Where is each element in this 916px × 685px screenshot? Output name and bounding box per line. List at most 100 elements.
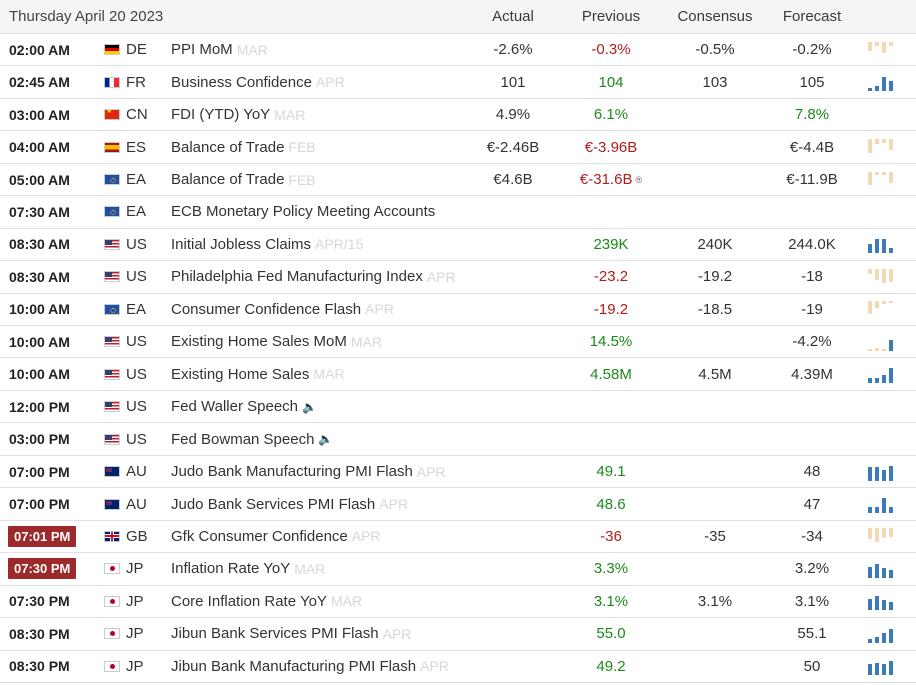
event-name-link[interactable]: Fed Bowman Speech (171, 430, 315, 448)
calendar-row[interactable]: 07:00 PM AU Judo Bank Manufacturing PMI Fl… (0, 456, 916, 489)
calendar-row[interactable]: 03:00 PM US Fed Bowman Speech 🔈 (0, 423, 916, 456)
calendar-row[interactable]: 07:30 PM JP Inflation Rate YoY MAR 3.3% 3.2% (0, 553, 916, 586)
calendar-row[interactable]: 02:00 AM DE PPI MoM MAR -2.6% -0.3% -0.5% -0.2% (0, 34, 916, 67)
event-name-link[interactable]: Philadelphia Fed Manufacturing Index (171, 268, 423, 286)
calendar-row[interactable]: 04:00 AM ES Balance of Trade FEB €-2.46B €-3.… (0, 131, 916, 164)
revised-icon: ® (635, 174, 643, 185)
sparkline-cell[interactable] (868, 131, 898, 162)
sparkline-chart[interactable] (868, 656, 898, 676)
event-name-link[interactable]: Consumer Confidence Flash (171, 300, 362, 318)
calendar-row[interactable]: 07:30 AM EA ECB Monetary Policy Meeting Ac… (0, 196, 916, 229)
sparkline-chart[interactable] (868, 624, 898, 644)
sparkline-cell[interactable] (868, 586, 898, 617)
sparkline-chart[interactable] (868, 170, 898, 190)
sparkline-cell[interactable] (868, 521, 898, 552)
country-code: JP (126, 657, 144, 675)
event-name-link[interactable]: Existing Home Sales (171, 365, 310, 383)
sparkline-chart[interactable] (868, 234, 898, 254)
sparkline-chart[interactable] (868, 559, 898, 579)
event-name-link[interactable]: Jibun Bank Manufacturing PMI Flash (171, 657, 417, 675)
header-previous[interactable]: Previous (581, 8, 641, 25)
sparkline-chart[interactable] (868, 494, 898, 514)
event-name-link[interactable]: Existing Home Sales MoM (171, 333, 347, 351)
sparkline-chart[interactable] (868, 526, 898, 546)
sparkline-cell[interactable] (868, 261, 898, 292)
calendar-row[interactable]: 08:30 AM US Initial Jobless Claims APR/15 23… (0, 229, 916, 262)
event-name-link[interactable]: Balance of Trade (171, 138, 285, 156)
sparkline-cell[interactable] (868, 99, 898, 130)
calendar-row[interactable]: 08:30 AM US Philadelphia Fed Manufacturing… (0, 261, 916, 294)
sparkline-cell[interactable] (868, 391, 898, 422)
event-name-link[interactable]: Balance of Trade (171, 171, 285, 189)
event-name-link[interactable]: Business Confidence (171, 73, 312, 91)
country-code: FR (126, 73, 146, 91)
calendar-row[interactable]: 10:00 AM EA Consumer Confidence Flash APR -1… (0, 294, 916, 327)
sparkline-cell[interactable] (868, 359, 898, 390)
reference-period: APR (426, 268, 456, 285)
event-name-link[interactable]: Gfk Consumer Confidence (171, 527, 348, 545)
sparkline-cell[interactable] (868, 553, 898, 584)
sparkline-chart[interactable] (868, 364, 898, 384)
event-cell: Balance of Trade FEB (171, 164, 316, 195)
sparkline-chart[interactable] (868, 299, 898, 319)
calendar-row[interactable]: 07:30 PM JP Core Inflation Rate YoY MAR 3.1%… (0, 586, 916, 619)
calendar-row[interactable]: 07:01 PM GB Gfk Consumer Confidence APR -36 -… (0, 521, 916, 554)
sparkline-cell[interactable] (868, 423, 898, 454)
sparkline-chart[interactable] (868, 40, 898, 60)
sparkline-chart[interactable] (868, 267, 898, 287)
previous-value-cell: 6.1% (570, 99, 652, 130)
event-cell: Inflation Rate YoY MAR (171, 553, 325, 584)
sparkline-cell[interactable] (868, 164, 898, 195)
event-name-link[interactable]: FDI (YTD) YoY (171, 106, 271, 124)
sparkline-cell[interactable] (868, 66, 898, 97)
calendar-row[interactable]: 08:30 PM JP Jibun Bank Manufacturing PMI F… (0, 651, 916, 683)
calendar-row[interactable]: 10:00 AM US Existing Home Sales MoM MAR 14.5… (0, 326, 916, 359)
event-name-link[interactable]: Judo Bank Manufacturing PMI Flash (171, 463, 413, 481)
sparkline-bar (889, 507, 893, 514)
event-time: 03:00 PM (9, 423, 70, 454)
sparkline-cell[interactable] (868, 618, 898, 649)
header-consensus[interactable]: Consensus (677, 8, 753, 25)
sparkline-cell[interactable] (868, 488, 898, 519)
calendar-row[interactable]: 07:00 PM AU Judo Bank Services PMI Flash AP… (0, 488, 916, 521)
sparkline-cell[interactable] (868, 229, 898, 260)
sparkline-cell[interactable] (868, 456, 898, 487)
calendar-row[interactable]: 12:00 PM US Fed Waller Speech 🔈 (0, 391, 916, 424)
sparkline-cell[interactable] (868, 34, 898, 65)
reference-period: APR (420, 658, 449, 675)
event-name-link[interactable]: Core Inflation Rate YoY (171, 592, 327, 610)
sparkline-chart[interactable] (868, 332, 898, 352)
event-name-link[interactable]: Jibun Bank Services PMI Flash (171, 625, 379, 643)
calendar-row[interactable]: 02:45 AM FR Business Confidence APR 101 104 10… (0, 66, 916, 99)
header-forecast[interactable]: Forecast (782, 8, 842, 25)
calendar-row[interactable]: 05:00 AM EA Balance of Trade FEB €4.6B €-31.6… (0, 164, 916, 197)
event-name-link[interactable]: Judo Bank Services PMI Flash (171, 495, 376, 513)
calendar-row[interactable]: 10:00 AM US Existing Home Sales MAR 4.58M 4.5… (0, 359, 916, 391)
forecast-value-cell: 50 (768, 651, 856, 682)
event-name-link[interactable]: PPI MoM (171, 41, 233, 59)
sparkline-chart[interactable] (868, 137, 898, 157)
event-name-link[interactable]: Fed Waller Speech (171, 398, 299, 416)
previous-value-cell: 55.0 (570, 618, 652, 649)
event-name-link[interactable]: Inflation Rate YoY (171, 560, 291, 578)
sparkline-chart[interactable] (868, 462, 898, 482)
sparkline-bar (875, 41, 879, 46)
event-name-link[interactable]: ECB Monetary Policy Meeting Accounts (171, 203, 436, 221)
header-actual[interactable]: Actual (492, 8, 534, 25)
event-name-link[interactable]: Initial Jobless Claims (171, 235, 312, 253)
sparkline-cell[interactable] (868, 651, 898, 682)
actual-value-cell: -2.6% (470, 34, 556, 65)
previous-value-cell: 4.58M (570, 359, 652, 390)
sparkline-cell[interactable] (868, 294, 898, 325)
sparkline-cell[interactable] (868, 196, 898, 227)
sparkline-bar (882, 301, 886, 305)
sparkline-cell[interactable] (868, 326, 898, 357)
sparkline-bar (875, 596, 879, 611)
event-cell: Jibun Bank Manufacturing PMI Flash APR (171, 651, 449, 682)
sparkline-bar (875, 528, 879, 543)
sparkline-chart[interactable] (868, 591, 898, 611)
sparkline-chart[interactable] (868, 72, 898, 92)
calendar-row[interactable]: 08:30 PM JP Jibun Bank Services PMI Flash A… (0, 618, 916, 651)
reference-period: APR (382, 625, 412, 642)
